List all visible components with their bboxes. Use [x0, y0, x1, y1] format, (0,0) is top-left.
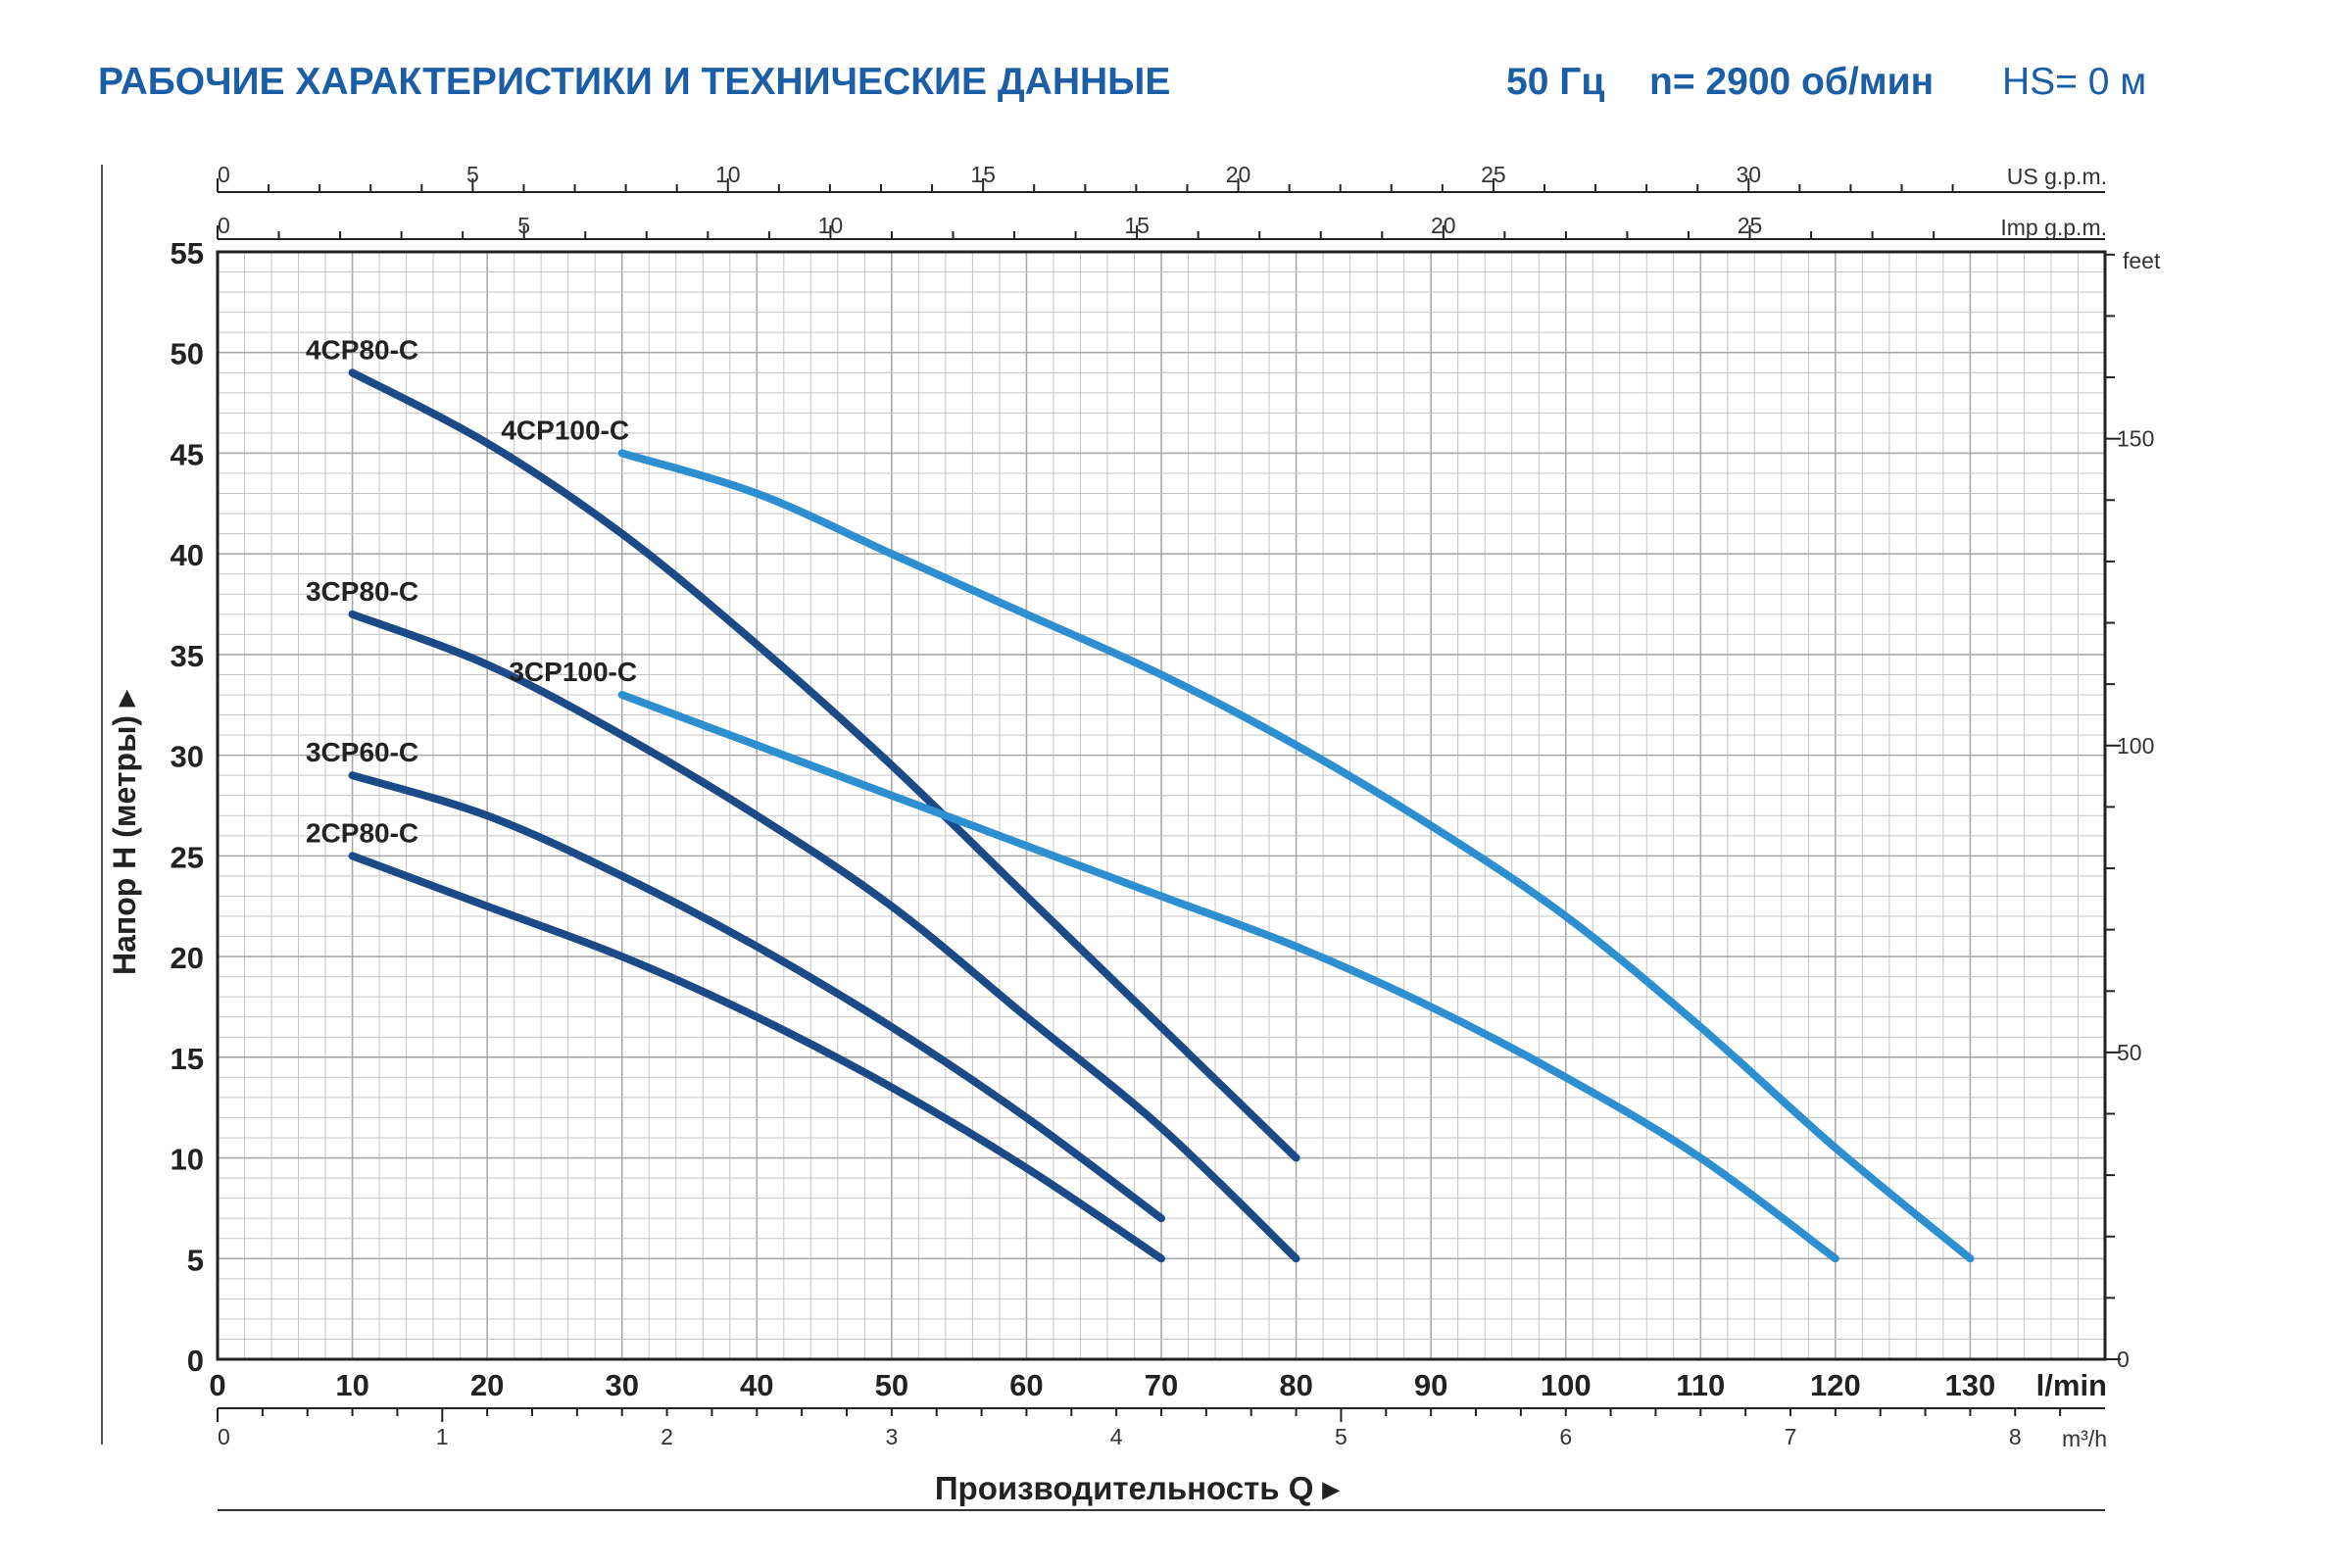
series-label-3cp80-c: 3CP80-C [306, 576, 418, 607]
frequency-label: 50 Гц [1506, 61, 1605, 103]
imp-gpm-tick-label: 10 [818, 213, 844, 238]
y-tick-label: 5 [187, 1243, 204, 1277]
us-gpm-tick-label: 0 [218, 162, 230, 187]
y-tick-label: 0 [187, 1344, 204, 1378]
x-tick-label: 80 [1279, 1368, 1312, 1402]
x-axis-label: Производительность Q ▸ [935, 1470, 1341, 1506]
imp-gpm-tick-label: 5 [517, 213, 530, 238]
x-tick-label: 40 [740, 1368, 773, 1402]
x-tick-label: 60 [1009, 1368, 1043, 1402]
series-labels: 4CP80-C 3CP80-C 3CP60-C 2CP80-C 4CP100-C 3CP1… [306, 334, 637, 848]
series-label-2cp80-c: 2CP80-C [306, 817, 418, 848]
y-tick-label: 40 [171, 538, 204, 572]
imp-gpm-tick-label: 0 [218, 213, 230, 238]
y-tick-label: 35 [171, 639, 204, 673]
m3h-tick-label: 8 [2009, 1424, 2022, 1449]
feet-tick-label: 0 [2117, 1347, 2130, 1372]
y-tick-label: 50 [171, 337, 204, 371]
m3h-tick-label: 5 [1335, 1424, 1348, 1449]
x-unit-label: l/min [2036, 1368, 2107, 1402]
series-line-2cp80-c [348, 852, 1165, 1263]
y-tick-label: 25 [171, 840, 204, 874]
series-line-3cp80-c [348, 610, 1300, 1263]
series-label-4cp80-c: 4CP80-C [306, 334, 418, 365]
y-tick-label: 55 [171, 236, 204, 270]
m3h-label: m³/h [2062, 1426, 2107, 1451]
series-line-3cp60-c [348, 771, 1165, 1223]
us-gpm-tick-label: 10 [715, 162, 741, 187]
imp-gpm-tick-label: 25 [1738, 213, 1763, 238]
x-tick-label: 110 [1676, 1368, 1725, 1402]
feet-tick-label: 100 [2117, 733, 2154, 759]
speed-label: n= 2900 об/мин [1649, 61, 1935, 103]
x-tick-label: 130 [1945, 1368, 1996, 1402]
us-gpm-tick-label: 30 [1736, 162, 1761, 187]
page-title: РАБОЧИЕ ХАРАКТЕРИСТИКИ И ТЕХНИЧЕСКИЕ ДАН… [98, 61, 1171, 103]
feet-tick-label: 150 [2117, 426, 2154, 452]
series-line-4cp100-c [617, 449, 1975, 1263]
m3h-tick-label: 1 [436, 1424, 449, 1449]
hs-label: HS= 0 м [2002, 61, 2147, 103]
imp-gpm-label: Imp g.p.m. [2000, 215, 2107, 240]
feet-label: feet [2123, 248, 2161, 273]
us-gpm-tick-label: 25 [1481, 162, 1506, 187]
x-tick-label: 120 [1810, 1368, 1861, 1402]
m3h-tick-label: 6 [1559, 1424, 1572, 1449]
m3h-tick-label: 4 [1110, 1424, 1123, 1449]
x-tick-label: 20 [470, 1368, 504, 1402]
m3h-tick-label: 3 [885, 1424, 898, 1449]
feet-tick-label: 50 [2117, 1040, 2142, 1065]
us-gpm-tick-label: 15 [970, 162, 996, 187]
y-tick-label: 20 [171, 941, 204, 975]
y-tick-label: 30 [171, 740, 204, 774]
series-label-4cp100-c: 4CP100-C [501, 415, 629, 445]
y-tick-label: 15 [171, 1042, 204, 1076]
m3h-tick-label: 7 [1785, 1424, 1797, 1449]
y-tick-label: 45 [171, 437, 204, 471]
x-tick-label: 50 [875, 1368, 908, 1402]
x-tick-label: 30 [605, 1368, 638, 1402]
series-line-3cp100-c [617, 691, 1839, 1263]
series-label-3cp60-c: 3CP60-C [306, 737, 418, 767]
series-label-3cp100-c: 3CP100-C [509, 657, 637, 687]
m3h-tick-label: 0 [218, 1424, 230, 1449]
y-axis-label: Напор H (метры) ▸ [107, 689, 142, 975]
imp-gpm-tick-label: 15 [1124, 213, 1150, 238]
x-tick-label: 90 [1414, 1368, 1447, 1402]
series-line-4cp80-c [348, 368, 1300, 1162]
x-tick-label: 70 [1145, 1368, 1178, 1402]
imp-gpm-tick-label: 20 [1431, 213, 1456, 238]
series-lines [348, 368, 1975, 1263]
x-tick-label: 0 [209, 1368, 225, 1402]
m3h-tick-label: 2 [661, 1424, 673, 1449]
y-tick-label: 10 [171, 1143, 204, 1177]
x-tick-label: 100 [1541, 1368, 1592, 1402]
us-gpm-tick-label: 20 [1226, 162, 1251, 187]
us-gpm-label: US g.p.m. [2007, 164, 2107, 189]
us-gpm-tick-label: 5 [466, 162, 479, 187]
x-tick-label: 10 [335, 1368, 368, 1402]
